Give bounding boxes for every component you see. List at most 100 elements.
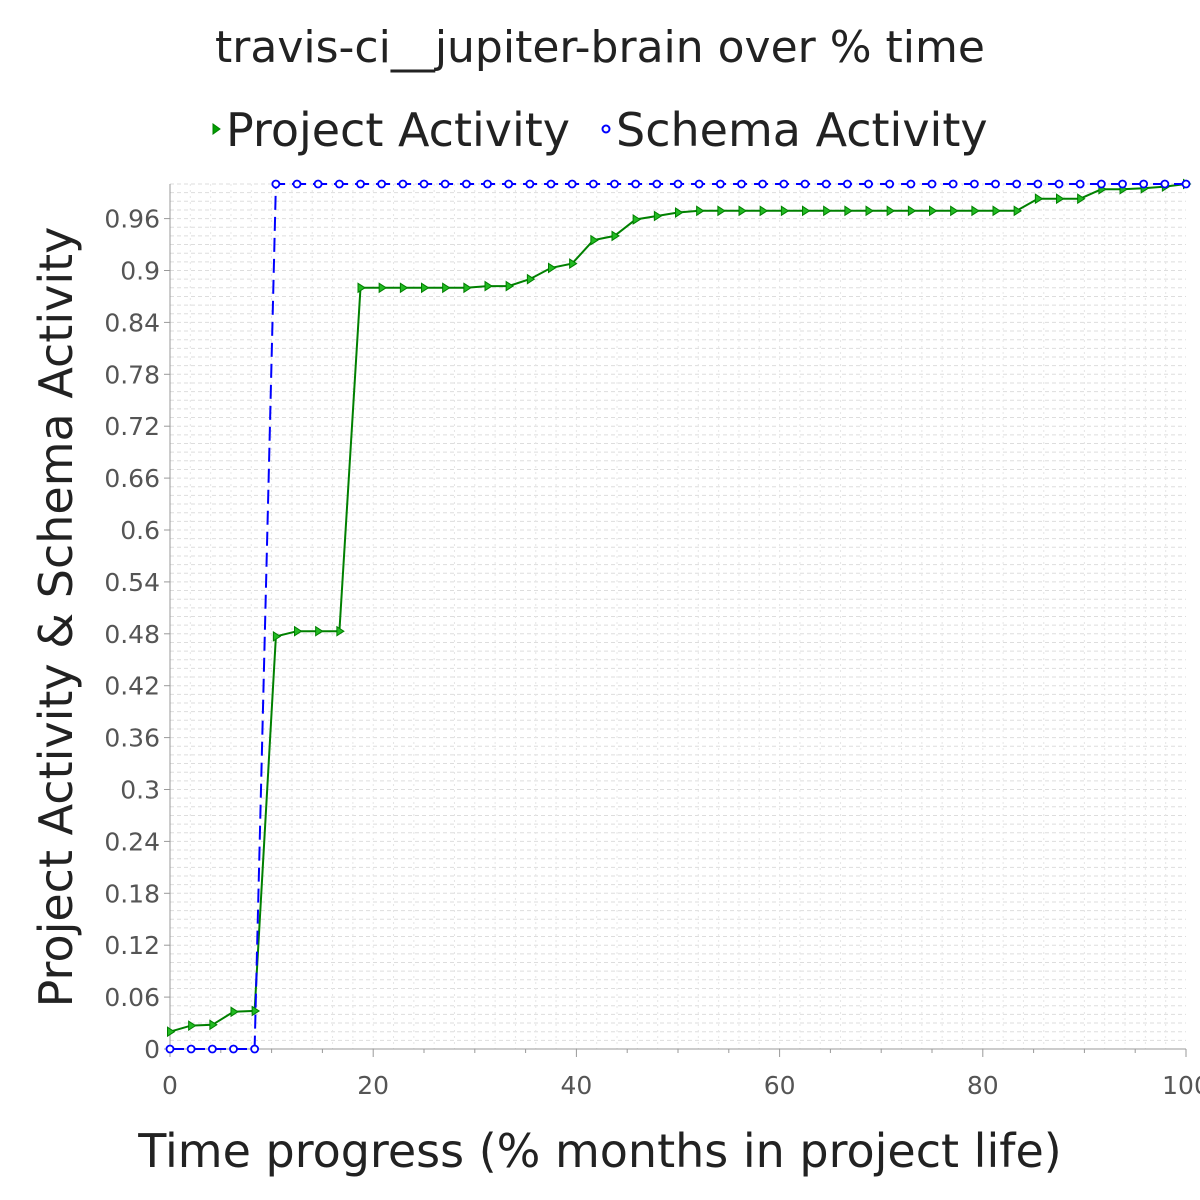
data-point (546, 179, 556, 189)
data-point (610, 179, 619, 189)
y-tick-label: 0.6 (120, 516, 160, 545)
data-point (588, 179, 598, 189)
data-point (1034, 193, 1044, 205)
y-tick-label: 0.06 (104, 983, 160, 1012)
y-tick-label: 0 (144, 1035, 160, 1064)
data-point (971, 205, 980, 217)
legend-label-project-activity: Project Activity (226, 103, 570, 157)
data-point (864, 179, 873, 189)
data-point (186, 1044, 196, 1054)
legend-label-schema-activity: Schema Activity (616, 103, 988, 157)
data-point (738, 205, 747, 217)
data-point (759, 205, 769, 217)
data-point (590, 234, 599, 246)
x-tick-label: 40 (560, 1071, 592, 1100)
grid (170, 183, 1186, 1049)
data-point (653, 210, 663, 222)
y-tick-label: 0.42 (104, 672, 160, 701)
data-point (1139, 179, 1149, 189)
data-point (378, 282, 388, 294)
data-point (167, 1026, 176, 1038)
data-point (821, 179, 831, 189)
data-point (948, 179, 958, 189)
data-point (927, 179, 937, 189)
legend: Project Activity Schema Activity (212, 103, 988, 157)
data-point (885, 179, 895, 189)
data-point (673, 179, 683, 189)
y-tick-label: 0.54 (104, 568, 160, 597)
x-tick-label: 80 (967, 1071, 999, 1100)
data-point (969, 179, 979, 189)
data-point (991, 179, 1000, 189)
data-point (737, 179, 746, 189)
data-point (1054, 179, 1064, 189)
y-tick-label: 0.3 (120, 776, 160, 805)
data-point (419, 179, 429, 189)
y-tick-label: 0.96 (104, 205, 160, 234)
data-point (802, 205, 811, 217)
data-point (377, 179, 387, 189)
data-point (844, 205, 853, 217)
data-point (929, 205, 938, 217)
x-tick-label: 20 (357, 1071, 389, 1100)
data-point (715, 179, 725, 189)
data-point (313, 179, 323, 189)
data-point (421, 282, 430, 294)
y-tick-label: 0.24 (104, 827, 160, 856)
data-point (611, 230, 620, 242)
data-point (272, 630, 282, 642)
y-axis-label: Project Activity & Schema Activity (29, 227, 83, 1008)
data-point (1096, 179, 1106, 189)
data-point (483, 179, 492, 189)
data-point (1118, 179, 1127, 189)
data-point (906, 179, 916, 189)
data-point (292, 179, 302, 189)
data-point (399, 282, 409, 294)
data-point (567, 179, 577, 189)
data-point (1013, 205, 1023, 217)
data-point (294, 625, 303, 637)
y-tick-label: 0.9 (120, 257, 160, 286)
series-project-activity (167, 178, 1192, 1038)
data-point (504, 179, 514, 189)
data-point (1056, 193, 1065, 205)
y-tick-label: 0.18 (104, 879, 160, 908)
data-point (484, 280, 493, 292)
data-point (800, 179, 810, 189)
data-point (631, 179, 641, 189)
y-tick-label: 0.12 (104, 931, 160, 960)
data-point (398, 179, 408, 189)
chart-title: travis-ci__jupiter-brain over % time (215, 22, 985, 73)
data-point (463, 282, 472, 294)
data-point (357, 282, 366, 294)
data-point (526, 273, 536, 285)
data-point (1077, 193, 1086, 205)
y-tick-label: 0.48 (104, 620, 160, 649)
x-axis-ticks: 0 20 40 60 80 100 (162, 1049, 1200, 1100)
data-point (779, 179, 789, 189)
data-point (165, 1044, 175, 1054)
data-point (652, 179, 662, 189)
y-tick-label: 0.84 (104, 308, 160, 337)
x-tick-label: 0 (162, 1071, 178, 1100)
x-axis-label: Time progress (% months in project life) (137, 1124, 1061, 1178)
y-axis-ticks: 0 0.06 0.12 0.18 0.24 0.3 0.36 0.42 0.48 0.54 0.6 0… (104, 205, 170, 1064)
legend-marker-project-activity (212, 123, 221, 135)
y-tick-label: 0.66 (104, 464, 160, 493)
data-point (992, 205, 1001, 217)
data-point (209, 1019, 218, 1031)
data-point (569, 258, 578, 269)
data-point (461, 179, 471, 189)
data-point (505, 280, 515, 292)
data-point (1033, 179, 1043, 189)
data-point (907, 205, 917, 217)
data-point (207, 1044, 217, 1054)
data-point (525, 179, 535, 189)
data-point (717, 205, 726, 217)
data-point (188, 1020, 197, 1032)
data-point (271, 179, 281, 189)
data-point (548, 262, 557, 274)
data-point (440, 179, 450, 189)
